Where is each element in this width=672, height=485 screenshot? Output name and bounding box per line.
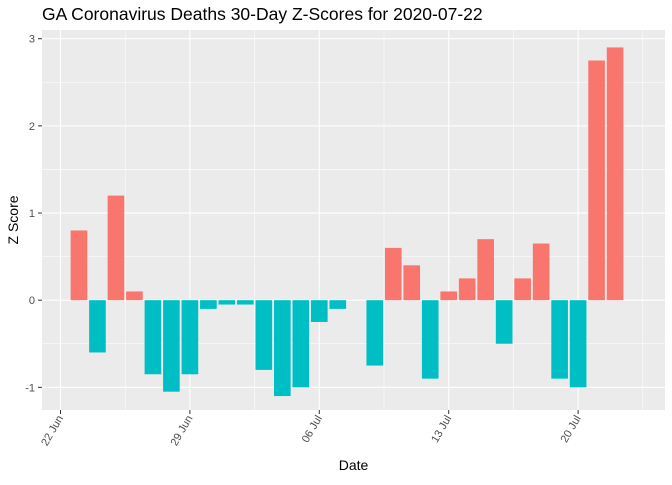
y-tick-label: -1 [25, 382, 35, 394]
bar [588, 60, 605, 301]
x-tick-label: 13 Jul [429, 414, 454, 445]
bar [255, 300, 273, 370]
y-tick-label: 1 [29, 208, 35, 220]
bar [569, 300, 587, 388]
bar [384, 247, 402, 301]
x-tick-label: 22 Jun [39, 414, 66, 449]
y-axis: -1 0 1 2 3 [25, 34, 42, 394]
bar [181, 300, 199, 375]
bar [218, 300, 236, 305]
y-tick-label: 2 [29, 121, 35, 133]
bar [551, 300, 568, 379]
bar [144, 300, 162, 375]
bar [458, 278, 476, 301]
bar [89, 300, 106, 353]
x-axis-label: Date [339, 457, 369, 473]
bar [310, 300, 328, 322]
bar [495, 300, 513, 344]
bar [70, 230, 88, 301]
bar [606, 47, 624, 301]
y-tick-label: 0 [29, 295, 35, 307]
bar [421, 300, 439, 379]
bars-group [70, 47, 624, 397]
bar [274, 300, 291, 397]
bar [200, 300, 217, 309]
y-tick-label: 3 [29, 34, 35, 46]
bar [366, 300, 384, 366]
bar [126, 291, 143, 301]
chart-title: GA Coronavirus Deaths 30-Day Z-Scores fo… [42, 4, 483, 24]
bar [163, 300, 180, 392]
x-tick-label: 29 Jun [169, 414, 196, 449]
x-tick-label: 20 Jul [559, 414, 584, 445]
bar [292, 300, 310, 388]
x-axis: 22 Jun 29 Jun 06 Jul 13 Jul 20 Jul [39, 410, 584, 448]
bar [440, 291, 458, 301]
y-axis-label: Z Score [5, 195, 21, 244]
bar [514, 278, 531, 301]
bar [329, 300, 347, 309]
bar [477, 239, 494, 301]
bar [107, 195, 125, 301]
bar [532, 243, 550, 301]
bar [403, 265, 421, 301]
bar [237, 300, 254, 305]
x-tick-label: 06 Jul [300, 414, 325, 445]
